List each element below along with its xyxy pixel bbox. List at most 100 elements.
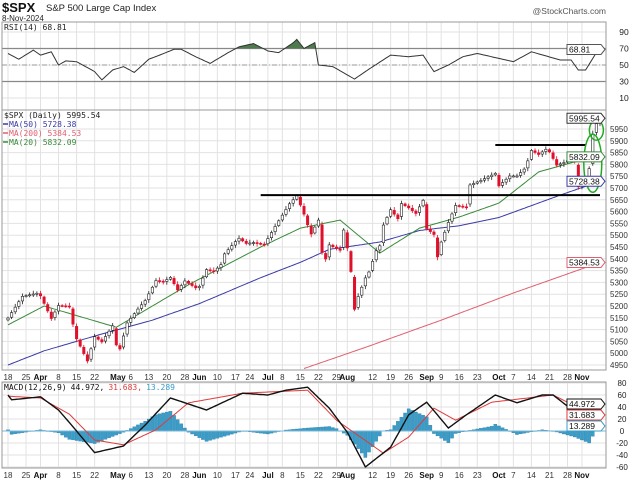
x-axis-date-label: 29 <box>332 373 341 382</box>
candle-body-up <box>490 174 494 177</box>
candle-body-down <box>497 174 501 187</box>
candlestick <box>49 308 53 321</box>
candlestick <box>490 172 494 180</box>
macd-histogram-bar <box>208 430 212 441</box>
candlestick <box>186 279 190 285</box>
x-axis-date-label: 22 <box>90 471 99 480</box>
candle-body-up <box>266 238 270 245</box>
x-axis-date-label: 13 <box>144 471 153 480</box>
candlestick <box>143 298 147 308</box>
macd-histogram-bar <box>493 424 498 432</box>
candlestick <box>385 215 389 226</box>
candle-body-up <box>6 317 10 321</box>
moving-average-line-ma20 <box>7 156 601 328</box>
candlestick <box>219 261 223 271</box>
candle-body-down <box>349 251 353 272</box>
candle-body-down <box>49 311 53 319</box>
histogram-last-value-tag: 13.289 <box>566 420 606 432</box>
rsi-tick-label: 70 <box>619 44 629 54</box>
candle-body-down <box>547 149 551 153</box>
x-axis-date-label: 22 <box>314 373 323 382</box>
x-axis-date-label: 25 <box>22 373 31 382</box>
macd-histogram-bar <box>576 430 581 439</box>
candle-body-up <box>508 175 512 180</box>
chart-date: 8-Nov-2024 <box>2 14 44 23</box>
x-axis-date-label: Jul <box>262 373 274 382</box>
candle-body-up <box>150 286 154 294</box>
candle-body-up <box>136 308 140 314</box>
x-axis-date-label: 21 <box>545 373 554 382</box>
candle-body-up <box>288 203 292 209</box>
candlestick <box>100 337 104 344</box>
x-axis-date-label: 12 <box>368 471 377 480</box>
x-axis-date-label: 6 <box>129 471 134 480</box>
candle-body-up <box>562 162 566 164</box>
candlestick <box>284 206 288 217</box>
candle-body-down <box>403 203 407 207</box>
signal-last-value-tag-box <box>566 409 606 421</box>
candlestick <box>356 293 360 310</box>
candlestick <box>270 230 274 241</box>
candlestick <box>255 239 259 247</box>
macd-histogram-bar <box>110 430 115 437</box>
x-axis-date-label: Sep <box>419 373 434 382</box>
candle-body-down <box>461 205 465 208</box>
candle-body-up <box>529 150 533 160</box>
macd-histogram-bar <box>215 430 220 439</box>
candlestick <box>421 198 425 208</box>
x-axis-date-label: 14 <box>527 373 536 382</box>
candlestick <box>432 230 436 238</box>
candlestick <box>501 179 505 188</box>
candlestick <box>522 167 526 175</box>
candlestick <box>183 278 187 289</box>
price-tick-label: 5750 <box>610 172 628 181</box>
candle-body-down <box>78 339 82 347</box>
candlestick <box>464 203 468 210</box>
candle-body-up <box>284 209 288 215</box>
candle-body-down <box>100 339 104 343</box>
price-tick-label: 5900 <box>610 137 628 146</box>
candle-body-down <box>161 280 165 283</box>
macd-histogram-bar <box>446 430 451 443</box>
candle-body-down <box>71 308 75 325</box>
candlestick <box>89 346 93 362</box>
candlestick <box>93 333 97 351</box>
candlestick <box>237 235 241 245</box>
candle-body-down <box>410 207 414 211</box>
x-axis-date-label: 16 <box>455 373 464 382</box>
macd-histogram-bar <box>443 430 447 441</box>
candle-body-up <box>360 286 364 296</box>
macd-histogram-bar <box>132 426 137 432</box>
candle-body-up <box>356 296 360 308</box>
macd-histogram-bar <box>572 430 577 438</box>
candlestick <box>140 301 144 311</box>
macd-last-value-tag-text: 44.972 <box>569 399 595 409</box>
candlestick <box>13 303 17 315</box>
ma50-last-value-tag: 5728.38 <box>566 175 606 187</box>
candlestick <box>277 219 281 228</box>
candlestick <box>407 203 411 210</box>
candle-body-down <box>75 326 79 340</box>
x-axis-date-label: 8 <box>56 471 61 480</box>
macd-histogram-bar <box>222 430 227 437</box>
candlestick <box>454 202 458 216</box>
x-axis-date-label: 20 <box>162 471 171 480</box>
x-axis-date-label: 24 <box>245 471 254 480</box>
candle-body-down <box>85 354 89 362</box>
candlestick <box>165 276 169 285</box>
x-axis-date-label: 22 <box>90 373 99 382</box>
candlestick <box>331 243 335 249</box>
candle-body-up <box>519 172 523 176</box>
candle-body-down <box>407 205 411 209</box>
candle-body-down <box>533 150 537 153</box>
candlestick <box>241 237 245 243</box>
candle-body-down <box>176 284 180 291</box>
candlestick <box>28 292 32 298</box>
candlestick <box>259 241 263 246</box>
macd-last-value-tag: 44.972 <box>566 398 606 410</box>
candlestick <box>363 275 367 290</box>
candlestick <box>414 209 418 217</box>
candlestick <box>537 149 541 157</box>
candle-body-up <box>179 285 183 290</box>
candlestick <box>111 322 115 334</box>
